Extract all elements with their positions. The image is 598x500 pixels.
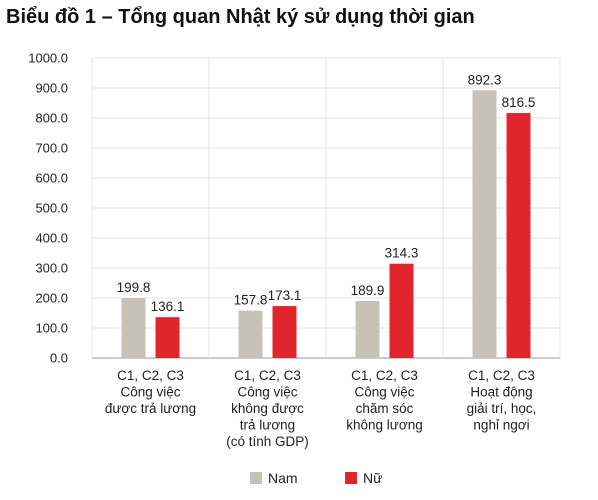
y-tick-label: 1000.0 bbox=[28, 51, 68, 66]
x-category-label: C1, C2, C3 Công việc chăm sóc không lương bbox=[346, 368, 422, 433]
data-label: 816.5 bbox=[502, 95, 536, 110]
bar-nu bbox=[155, 317, 180, 358]
x-category-label-line: giải trí, học, bbox=[467, 401, 537, 416]
bar-nu bbox=[272, 306, 297, 358]
chart-title: Biểu đồ 1 – Tổng quan Nhật ký sử dụng th… bbox=[6, 6, 475, 28]
y-tick-label: 100.0 bbox=[35, 321, 68, 336]
y-tick-label: 500.0 bbox=[35, 201, 68, 216]
x-category-label-line: (có tính GDP) bbox=[226, 434, 309, 449]
y-tick-label: 800.0 bbox=[35, 111, 68, 126]
x-category-label-line: C1, C2, C3 bbox=[117, 368, 184, 383]
y-tick-label: 200.0 bbox=[35, 291, 68, 306]
data-label: 199.8 bbox=[117, 280, 151, 295]
y-tick-label: 600.0 bbox=[35, 171, 68, 186]
legend-label-nu: Nữ bbox=[363, 470, 382, 486]
x-category-label-line: không được bbox=[231, 401, 304, 416]
legend-swatch-nam bbox=[250, 472, 262, 484]
x-category-label-line: Công việc bbox=[120, 385, 180, 400]
data-label: 157.8 bbox=[234, 293, 268, 308]
y-tick-label: 900.0 bbox=[35, 81, 68, 96]
y-tick-label: 300.0 bbox=[35, 261, 68, 276]
data-label: 314.3 bbox=[385, 246, 419, 261]
x-category-label: C1, C2, C3 Hoạt động giải trí, học, nghỉ ng… bbox=[467, 368, 537, 433]
x-category-label-line: C1, C2, C3 bbox=[468, 368, 535, 383]
x-category-label-line: được trả lương bbox=[105, 401, 196, 416]
x-category-label-line: C1, C2, C3 bbox=[234, 368, 301, 383]
bar-nam bbox=[238, 310, 263, 358]
x-category-label-line: nghỉ ngơi bbox=[473, 418, 529, 433]
y-tick-label: 400.0 bbox=[35, 231, 68, 246]
x-category-label-line: trả lương bbox=[240, 418, 295, 433]
x-category-label: C1, C2, C3 Công việc được trả lương bbox=[105, 368, 196, 416]
x-category-label-line: Công việc bbox=[354, 385, 414, 400]
legend-swatch-nu bbox=[345, 472, 357, 484]
x-category-label-line: không lương bbox=[346, 418, 422, 433]
x-category-label-line: Công việc bbox=[237, 385, 297, 400]
data-label: 173.1 bbox=[268, 288, 302, 303]
legend-label-nam: Nam bbox=[268, 470, 298, 486]
y-tick-label: 700.0 bbox=[35, 141, 68, 156]
bar-nu bbox=[506, 113, 531, 358]
bar-nam bbox=[121, 298, 146, 358]
bar-nam bbox=[355, 301, 380, 358]
x-category-label: C1, C2, C3 Công việc không được trả lương (c… bbox=[226, 368, 309, 449]
x-category-label-line: chăm sóc bbox=[356, 401, 414, 416]
y-tick-label: 0.0 bbox=[50, 351, 68, 366]
bar-nam bbox=[472, 90, 497, 358]
data-label: 136.1 bbox=[151, 299, 185, 314]
bar-nu bbox=[389, 263, 414, 358]
data-label: 189.9 bbox=[351, 283, 385, 298]
data-label: 892.3 bbox=[468, 72, 502, 87]
x-category-label-line: C1, C2, C3 bbox=[351, 368, 418, 383]
x-category-label-line: Hoạt động bbox=[470, 385, 532, 400]
